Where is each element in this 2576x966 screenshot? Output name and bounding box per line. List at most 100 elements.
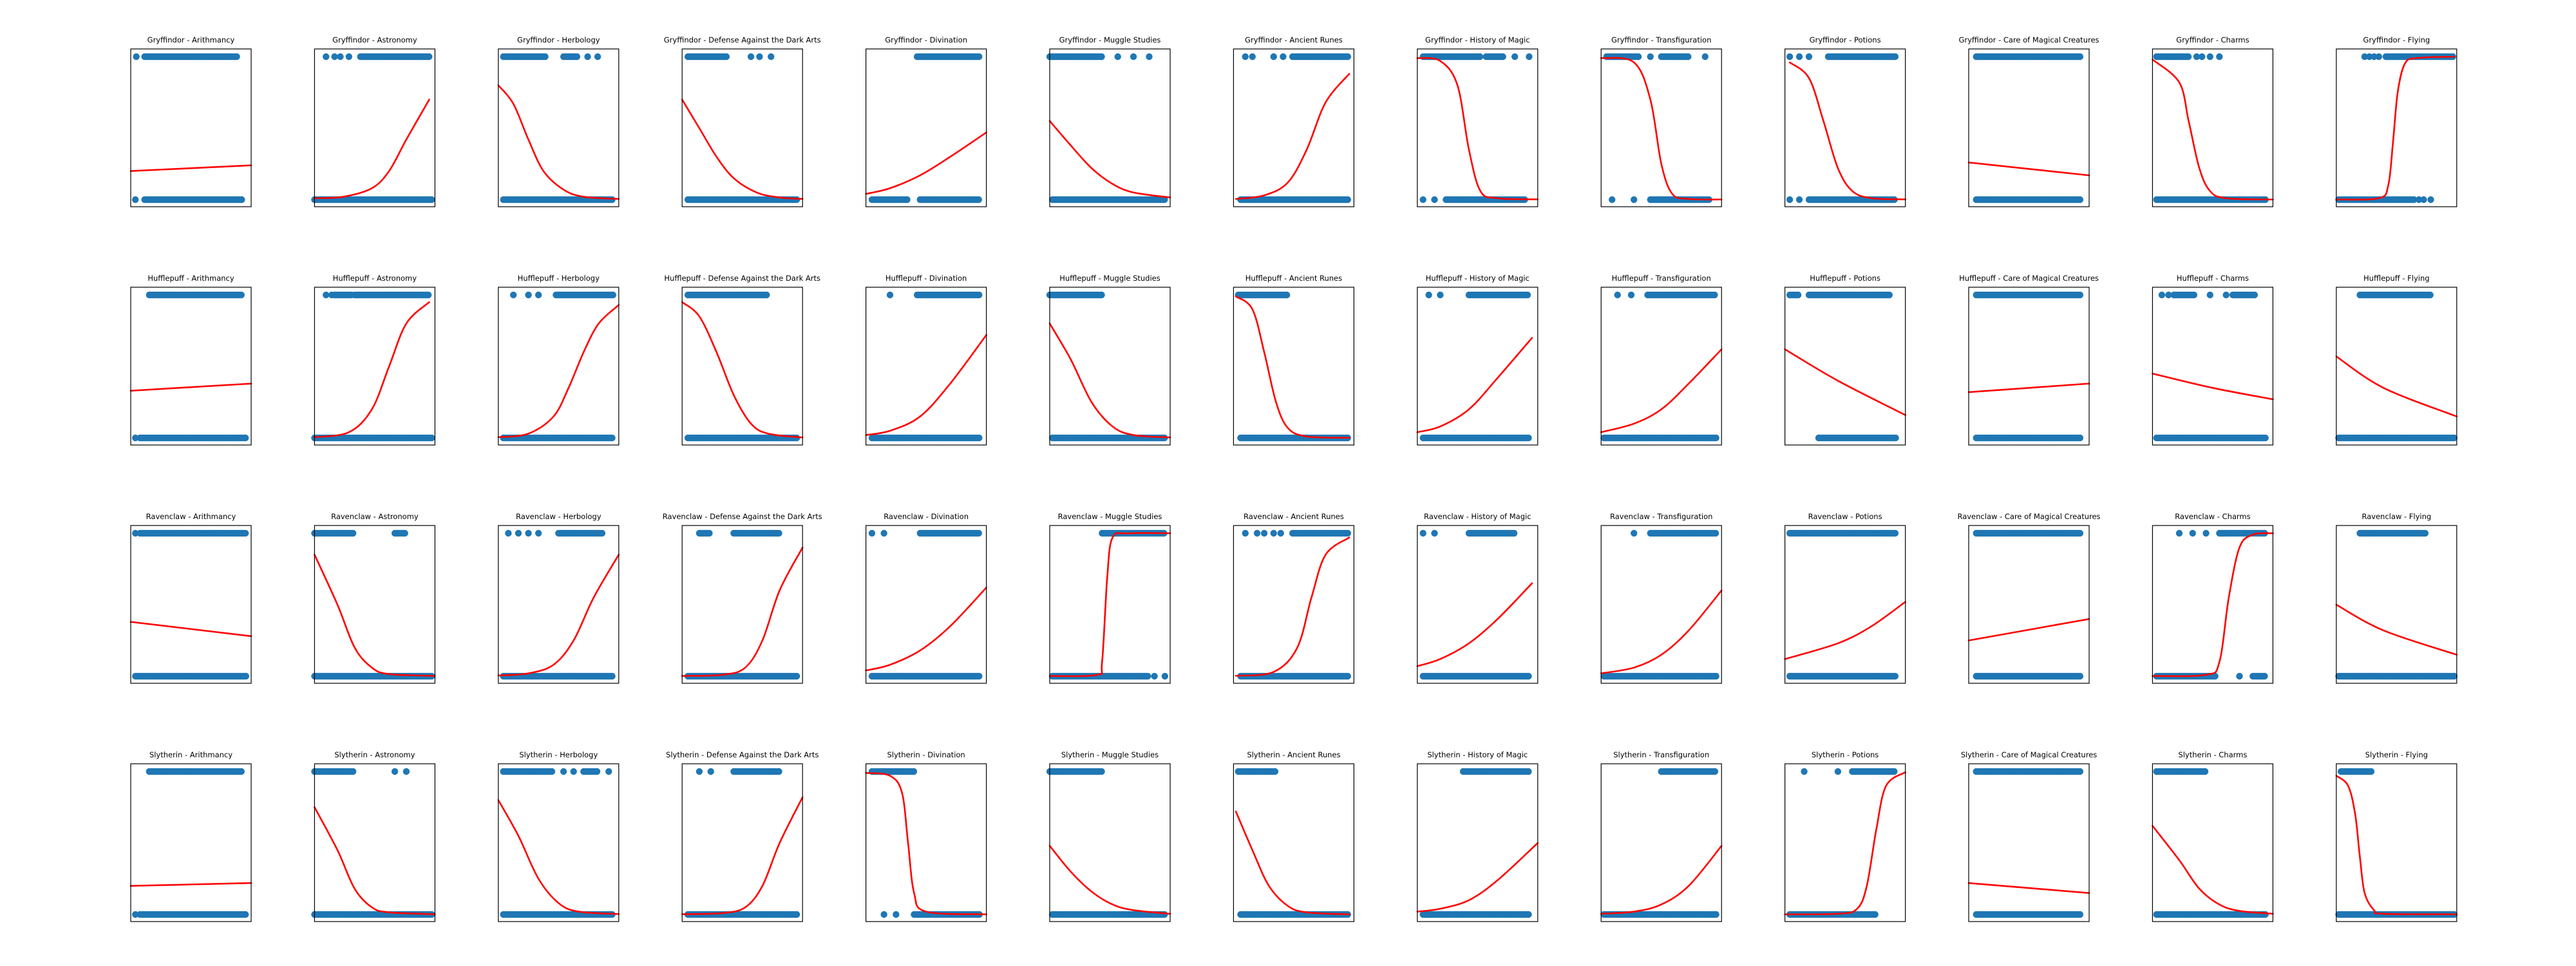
scatter-points	[684, 529, 800, 680]
subplot-ravenclaw-11: Ravenclaw - Charms	[2152, 512, 2274, 684]
subplot-slytherin-2: Slytherin - Herbology	[497, 750, 620, 922]
subplot-ravenclaw-8: Ravenclaw - Transfiguration	[1600, 512, 1723, 684]
data-point	[131, 196, 139, 204]
scatter-points	[1046, 291, 1168, 442]
data-point	[886, 291, 894, 299]
scatter-points	[500, 768, 616, 918]
data-point	[584, 53, 591, 61]
data-point	[609, 291, 617, 299]
subplot-title: Ravenclaw - History of Magic	[1424, 512, 1531, 521]
data-point	[428, 434, 435, 442]
subplot-hufflepuff-4: Hufflepuff - Divination	[865, 274, 987, 446]
logistic-curve	[1416, 337, 1533, 433]
data-point	[975, 196, 982, 204]
logistic-curve	[2335, 55, 2456, 201]
subplot-hufflepuff-3: Hufflepuff - Defense Against the Dark Ar…	[664, 274, 820, 446]
subplot-gryffindor-4: Gryffindor - Divination	[865, 35, 987, 207]
data-point	[2206, 53, 2213, 61]
data-point	[350, 529, 357, 537]
scatter-points	[1419, 529, 1532, 680]
data-point	[331, 53, 338, 61]
subplot-title: Ravenclaw - Astronomy	[331, 512, 419, 521]
axes-frame	[681, 287, 803, 446]
data-point	[775, 768, 782, 775]
data-point	[1886, 291, 1893, 299]
scatter-points	[131, 53, 245, 204]
subplot-hufflepuff-7: Hufflepuff - History of Magic	[1416, 274, 1539, 446]
data-point	[594, 53, 601, 61]
logistic-curve	[1235, 536, 1350, 677]
data-point	[2158, 291, 2166, 299]
axes-frame	[2336, 525, 2458, 684]
axes-frame	[865, 287, 987, 446]
data-point	[793, 911, 800, 918]
data-point	[2076, 529, 2084, 537]
data-point	[768, 53, 775, 61]
data-point	[605, 768, 612, 775]
data-point	[2175, 529, 2183, 537]
scatter-points	[1973, 529, 2084, 680]
logistic-curve	[314, 99, 430, 200]
data-point	[570, 768, 577, 775]
data-point	[1627, 291, 1635, 299]
logistic-curve	[865, 587, 987, 672]
data-point	[2371, 53, 2378, 61]
data-point	[1891, 672, 1899, 680]
subplot-title: Gryffindor - Astronomy	[332, 35, 417, 44]
subplot-title: Gryffindor - Herbology	[517, 35, 600, 44]
data-point	[609, 196, 616, 204]
logistic-curve	[497, 84, 620, 200]
axes-frame	[1785, 48, 1906, 207]
axes-frame	[2152, 525, 2273, 684]
logistic-curve	[129, 621, 252, 638]
logistic-curve	[1048, 323, 1171, 439]
logistic-curve	[2152, 372, 2274, 401]
subplot-title: Slytherin - Herbology	[519, 750, 598, 759]
data-point	[793, 672, 800, 680]
logistic-curve	[129, 383, 252, 392]
subplot-gryffindor-8: Gryffindor - Transfiguration	[1600, 35, 1723, 207]
subplot-hufflepuff-12: Hufflepuff - Flying	[2335, 274, 2458, 446]
axes-frame	[1968, 287, 2090, 446]
logistic-curve	[1416, 57, 1539, 200]
scatter-points	[1237, 53, 1352, 204]
subplot-gryffindor-9: Gryffindor - Potions	[1785, 35, 1906, 207]
data-point	[1431, 196, 1438, 204]
subplot-title: Hufflepuff - Charms	[2177, 274, 2249, 283]
scatter-points	[684, 768, 800, 918]
subplot-title: Ravenclaw - Care of Magical Creatures	[1957, 512, 2100, 521]
data-point	[2202, 529, 2210, 537]
data-point	[1711, 291, 1718, 299]
logistic-curve	[1600, 57, 1723, 201]
subplot-title: Hufflepuff - Flying	[2363, 274, 2430, 283]
data-point	[424, 291, 432, 299]
data-point	[904, 196, 911, 204]
axes-frame	[1785, 287, 1906, 446]
data-point	[1786, 53, 1794, 61]
subplot-hufflepuff-11: Hufflepuff - Charms	[2152, 274, 2274, 446]
subplot-hufflepuff-2: Hufflepuff - Herbology	[497, 274, 620, 446]
logistic-curve	[314, 301, 430, 439]
scatter-points	[2335, 291, 2458, 442]
data-point	[696, 768, 703, 775]
data-point	[2165, 291, 2172, 299]
subplot-title: Gryffindor - Care of Magical Creatures	[1958, 35, 2099, 44]
logistic-curve	[1416, 582, 1533, 667]
data-point	[1631, 196, 1638, 204]
subplot-title: Gryffindor - History of Magic	[1425, 35, 1530, 44]
logistic-curve	[2335, 355, 2458, 417]
data-point	[1114, 53, 1121, 61]
data-point	[2410, 196, 2418, 204]
scatter-points	[1046, 768, 1168, 918]
scatter-points	[1973, 53, 2084, 204]
subplot-title: Ravenclaw - Charms	[2175, 512, 2250, 521]
data-point	[535, 529, 542, 537]
data-point	[1249, 53, 1256, 61]
scatter-points	[500, 529, 616, 680]
logistic-curve	[2152, 532, 2274, 677]
data-point	[1151, 672, 1158, 680]
logistic-curve	[314, 554, 436, 677]
logistic-curve	[681, 546, 804, 677]
subplot-title: Hufflepuff - Arithmancy	[147, 274, 234, 283]
subplot-title: Hufflepuff - Defense Against the Dark Ar…	[664, 274, 820, 283]
